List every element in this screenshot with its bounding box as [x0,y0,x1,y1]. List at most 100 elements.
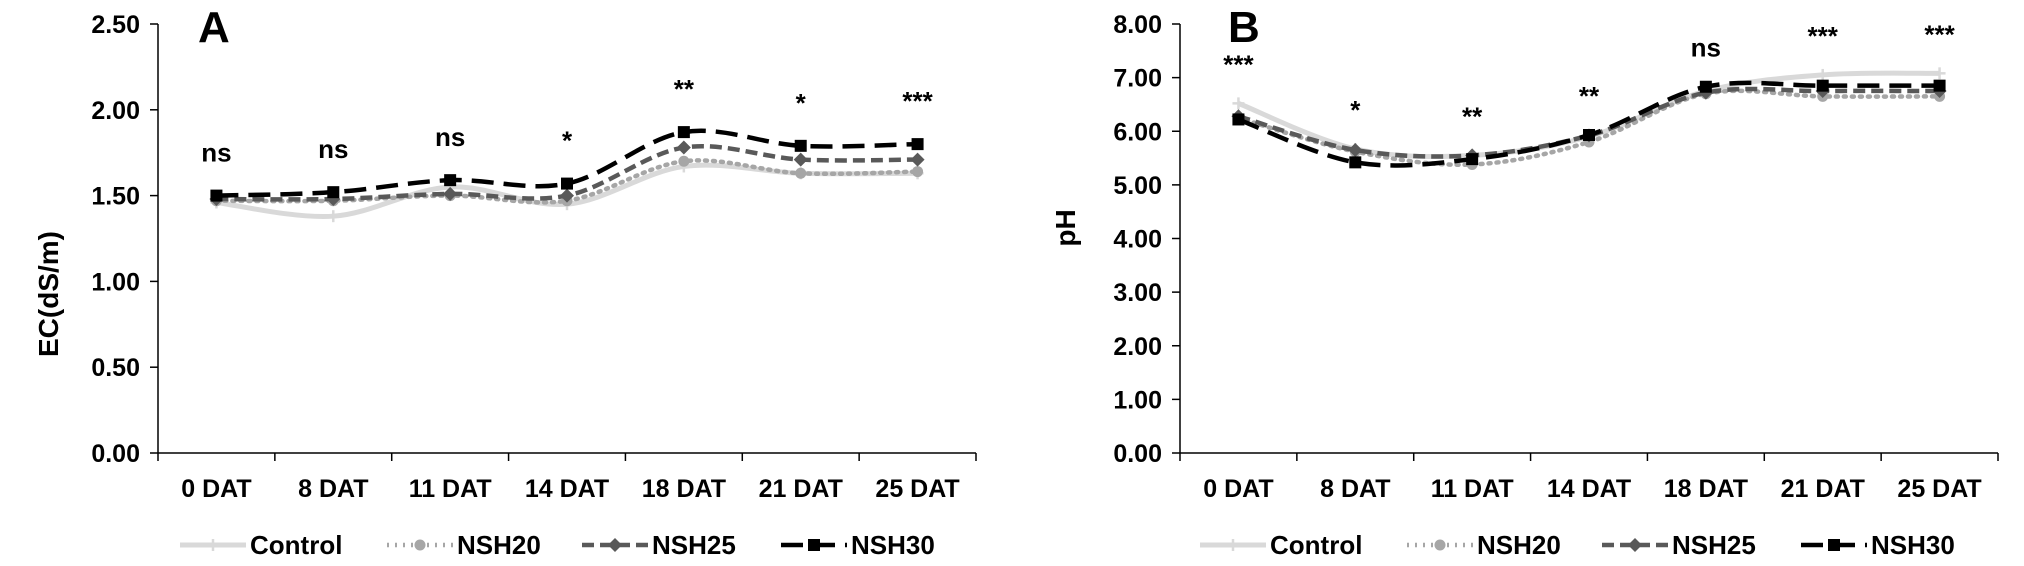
y-tick-label-a: 0.00 [91,440,140,468]
data-point-nsh20-a [795,167,807,179]
data-point-nsh20-a [912,166,924,178]
y-tick-label-a: 1.00 [91,268,140,296]
data-point-nsh25-a [910,152,925,167]
data-point-nsh25-b [1348,143,1363,158]
significance-label-b: *** [1924,19,1955,49]
data-point-nsh30-a [677,126,690,139]
chart-panel-a: A EC(dS/m) 0.00 0.50 1.00 1.50 2.00 2.50 0 DAT… [33,3,977,560]
data-point-nsh25-a [560,188,574,203]
legend-label-nsh30-b: NSH30 [1871,530,1955,560]
significance-label-a: ns [201,138,231,168]
data-point-nsh30-a [561,177,573,190]
x-tick-label-a: 8 DAT [298,475,368,503]
significance-label-b: * [1350,95,1361,125]
x-tick-label-b: 0 DAT [1203,475,1273,503]
significance-label-b: *** [1808,21,1839,51]
x-tick-label-a: 21 DAT [759,475,843,503]
significance-label-a: ns [318,134,348,164]
x-tick-label-b: 18 DAT [1664,475,1748,503]
significance-label-b: *** [1223,49,1254,79]
y-tick-label-b: 1.00 [1113,386,1162,414]
legend-label-nsh30-a: NSH30 [851,530,935,560]
x-tick-label-a: 18 DAT [642,475,726,503]
legend-swatch-marker-nsh20-a [414,539,426,551]
significance-label-b: ** [1579,81,1600,111]
data-point-nsh25-a [793,152,808,167]
y-tick-label-a: 2.00 [91,97,140,125]
x-tick-label-b: 14 DAT [1547,475,1631,503]
legend-label-nsh25-b: NSH25 [1672,530,1756,560]
y-tick-label-a: 0.50 [91,354,140,382]
legend-label-nsh20-a: NSH20 [457,530,541,560]
data-point-control-b [1933,67,1946,80]
panel-label-a: A [198,3,230,52]
legend-label-control-b: Control [1270,530,1362,560]
chart-panel-b: B pH 0.00 1.00 2.00 3.00 4.00 5.00 6.00 7.00 8.0… [1050,3,1999,560]
data-point-nsh20-a [678,155,690,167]
data-point-nsh30-b [1699,80,1712,93]
data-point-control-a [327,210,340,223]
legend-swatch-marker-nsh30-a [808,539,820,551]
data-point-nsh25-a [676,140,691,155]
y-tick-label-b: 7.00 [1113,65,1162,93]
legend-label-nsh20-b: NSH20 [1477,530,1561,560]
data-point-nsh30-b [1349,156,1362,169]
legend-label-control-a: Control [250,530,342,560]
legend-item-nsh25-b: NSH25 [1602,530,1756,560]
x-tick-label-b: 11 DAT [1431,475,1514,503]
x-tick-label-b: 8 DAT [1320,475,1390,503]
x-tick-label-a: 11 DAT [409,475,492,503]
legend-swatch-marker-nsh25-b [1628,538,1642,552]
legend-item-nsh20-b: NSH20 [1407,530,1561,560]
significance-label-a: ns [435,122,465,152]
legend-item-control-a: Control [180,530,342,560]
legend-swatch-marker-control-b [1227,539,1239,551]
x-tick-label-a: 0 DAT [181,475,251,503]
data-point-control-b [1232,97,1245,110]
data-point-nsh30-a [794,139,807,152]
significance-label-b: ns [1691,33,1721,63]
data-point-nsh30-a [444,174,457,187]
x-tick-label-b: 21 DAT [1781,475,1865,503]
data-point-nsh30-b [1232,113,1245,126]
data-point-nsh30-b [1933,79,1946,92]
legend-item-nsh25-a: NSH25 [582,530,736,560]
y-tick-label-a: 2.50 [91,11,140,39]
legend-item-nsh20-a: NSH20 [387,530,541,560]
y-axis-label-b: pH [1050,209,1081,246]
data-point-nsh30-a [327,186,340,199]
y-tick-label-b: 6.00 [1113,118,1162,146]
y-tick-label-b: 5.00 [1113,172,1162,200]
x-tick-label-a: 14 DAT [525,475,609,503]
significance-label-a: * [796,88,807,118]
legend-swatch-marker-nsh20-b [1434,539,1446,551]
significance-label-a: *** [902,86,933,116]
data-point-control-b [1816,68,1829,81]
y-tick-label-b: 0.00 [1113,440,1162,468]
data-point-nsh30-a [911,138,924,151]
legend-item-nsh30-b: NSH30 [1801,530,1955,560]
significance-label-a: ** [674,74,695,104]
y-tick-label-b: 2.00 [1113,333,1162,361]
y-tick-label-a: 1.50 [91,183,140,211]
data-point-nsh30-b [1583,129,1595,142]
data-point-nsh30-b [1466,153,1479,166]
legend-label-nsh25-a: NSH25 [652,530,736,560]
legend-swatch-marker-nsh30-b [1828,539,1840,551]
x-tick-label-b: 25 DAT [1897,475,1981,503]
legend-swatch-marker-control-a [207,539,219,551]
data-point-nsh25-a [443,186,458,201]
legend-swatch-marker-nsh25-a [608,538,622,552]
legend-item-control-b: Control [1200,530,1362,560]
significance-label-a: * [562,126,573,156]
y-tick-label-b: 4.00 [1113,226,1162,254]
legend-item-nsh30-a: NSH30 [781,530,935,560]
y-tick-label-b: 8.00 [1113,11,1162,39]
data-point-nsh30-b [1816,79,1829,92]
y-axis-label-a: EC(dS/m) [33,231,64,357]
significance-label-b: ** [1462,101,1483,131]
y-tick-label-b: 3.00 [1113,279,1162,307]
data-point-nsh30-a [210,189,223,202]
x-tick-label-a: 25 DAT [875,475,959,503]
